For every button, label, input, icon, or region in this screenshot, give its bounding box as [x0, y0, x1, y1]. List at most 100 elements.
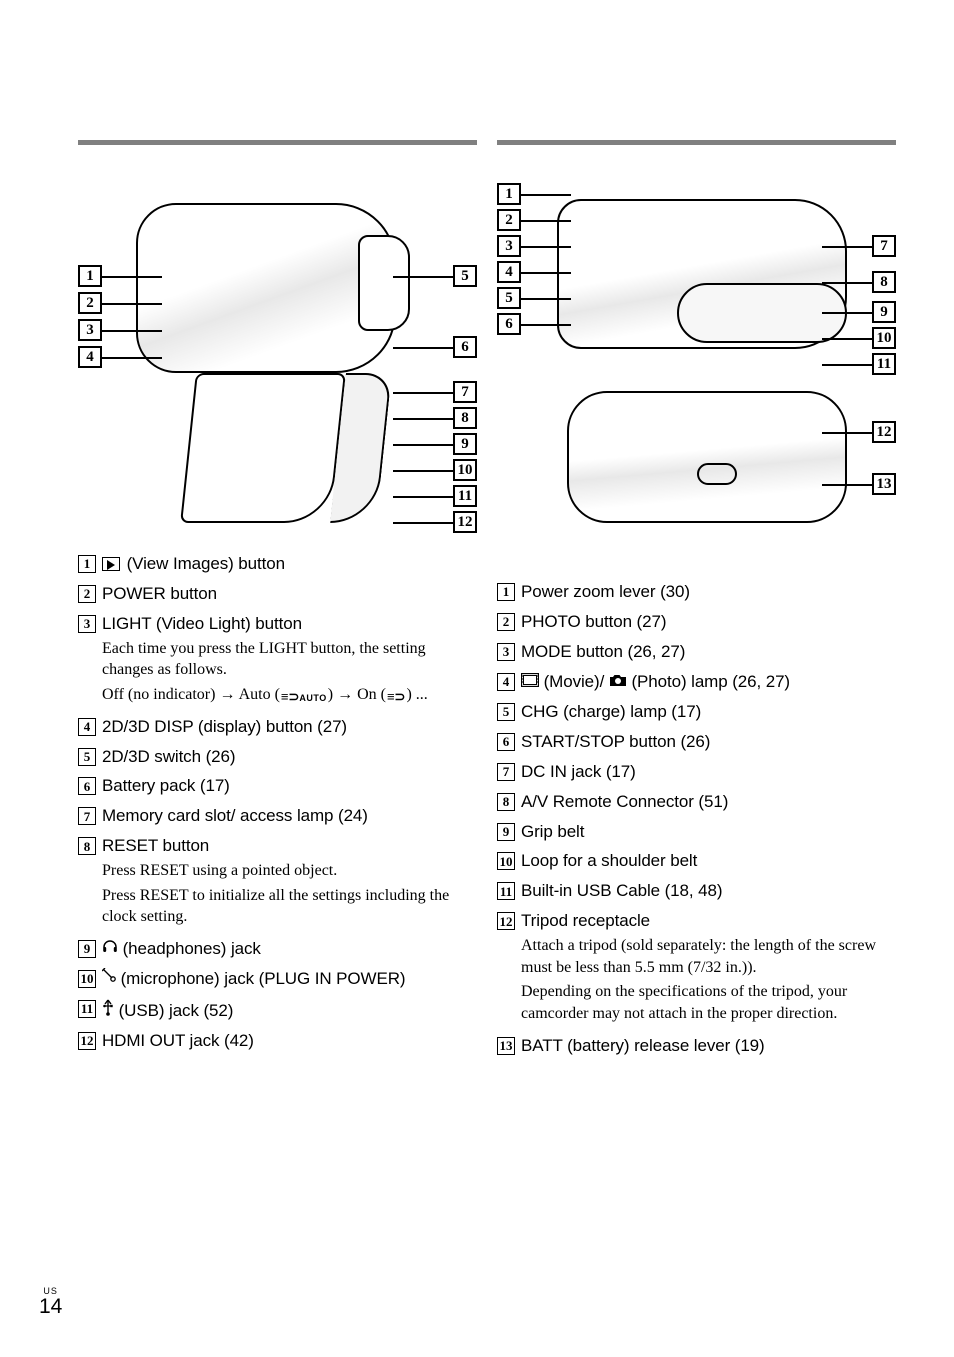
callout-item-5: 52D/3D switch (26) [78, 746, 477, 769]
usb-icon [102, 998, 114, 1016]
diagram-callout-7: 7 [453, 381, 477, 403]
callout-title: START/STOP button (26) [521, 731, 896, 754]
callout-title: A/V Remote Connector (51) [521, 791, 896, 814]
headphones-icon [102, 938, 118, 954]
diagram-callout-7: 7 [872, 235, 896, 257]
diagram-callout-12: 12 [872, 421, 896, 443]
callout-item-5: 5 CHG (charge) lamp (17) [497, 701, 896, 724]
callout-title: (headphones) jack [102, 938, 477, 961]
callout-number: 7 [78, 807, 96, 825]
diagram-callout-5: 5 [497, 287, 521, 309]
diagram-callout-5: 5 [453, 265, 477, 287]
callout-item-11: 11 Built-in USB Cable (18, 48) [497, 880, 896, 903]
diagram-callout-1: 1 [497, 183, 521, 205]
diagram-callout-9: 9 [872, 301, 896, 323]
callout-number: 11 [497, 882, 515, 900]
callout-item-10: 10 (microphone) jack (PLUG IN POWER) [78, 968, 477, 991]
callout-number: 10 [78, 970, 96, 988]
callout-number: 8 [497, 793, 515, 811]
callout-title: BATT (battery) release lever (19) [521, 1035, 896, 1058]
callout-item-6: 6 START/STOP button (26) [497, 731, 896, 754]
callout-number: 9 [497, 823, 515, 841]
diagram-callout-10: 10 [872, 327, 896, 349]
callout-title: POWER button [102, 583, 477, 606]
camera-body-illustration [136, 203, 396, 373]
callout-item-8: 8 RESET buttonPress RESET using a pointed… [78, 835, 477, 931]
callout-title: RESET button [102, 835, 477, 858]
callout-detail: Press RESET using a pointed object.Press… [102, 860, 477, 928]
diagram-callout-10: 10 [453, 459, 477, 481]
callout-item-12: 12Tripod receptacleAttach a tripod (sold… [497, 910, 896, 1027]
callout-title: (View Images) button [102, 553, 477, 576]
callout-title: Grip belt [521, 821, 896, 844]
callout-number: 3 [497, 643, 515, 661]
camera-bottom-illustration [567, 391, 847, 523]
diagram-callout-4: 4 [497, 261, 521, 283]
diagram-callout-12: 12 [453, 511, 477, 533]
diagram-callout-1: 1 [78, 265, 102, 287]
diagram-callout-3: 3 [78, 319, 102, 341]
callout-number: 5 [497, 703, 515, 721]
callout-title: Memory card slot/ access lamp (24) [102, 805, 477, 828]
callout-title: LIGHT (Video Light) button [102, 613, 477, 636]
column-rule [497, 140, 896, 145]
callout-number: 8 [78, 837, 96, 855]
play-icon [102, 557, 120, 571]
callout-item-10: 10Loop for a shoulder belt [497, 850, 896, 873]
left-column: 123456789101112 1 (View Images) button2P… [78, 140, 477, 1065]
callout-number: 9 [78, 940, 96, 958]
callout-number: 7 [497, 763, 515, 781]
diagram-callout-11: 11 [872, 353, 896, 375]
callout-number: 11 [78, 1000, 96, 1018]
callout-title: (Movie)/ (Photo) lamp (26, 27) [521, 671, 896, 694]
diagram-callout-8: 8 [453, 407, 477, 429]
callout-title: HDMI OUT jack (42) [102, 1030, 477, 1053]
callout-number: 6 [78, 777, 96, 795]
callout-number: 10 [497, 852, 515, 870]
page-number: US 14 [39, 1286, 62, 1317]
callout-number: 1 [78, 555, 96, 573]
callout-title: Power zoom lever (30) [521, 581, 896, 604]
callout-item-4: 4 2D/3D DISP (display) button (27) [78, 716, 477, 739]
left-callout-list: 1 (View Images) button 2 POWER button 3 LIGH… [78, 553, 477, 1053]
movie-icon [521, 673, 539, 687]
callout-number: 4 [78, 718, 96, 736]
callout-title: Tripod receptacle [521, 910, 896, 933]
callout-item-8: 8 A/V Remote Connector (51) [497, 791, 896, 814]
microphone-icon [102, 968, 116, 984]
callout-number: 1 [497, 583, 515, 601]
callout-title: DC IN jack (17) [521, 761, 896, 784]
callout-title: (USB) jack (52) [102, 998, 477, 1023]
callout-detail: Each time you press the LIGHT button, th… [102, 638, 477, 706]
callout-item-13: 13BATT (battery) release lever (19) [497, 1035, 896, 1058]
callout-number: 2 [78, 585, 96, 603]
diagram-callout-13: 13 [872, 473, 896, 495]
callout-title: (microphone) jack (PLUG IN POWER) [102, 968, 477, 991]
callout-item-11: 11 (USB) jack (52) [78, 998, 477, 1023]
callout-title: Built-in USB Cable (18, 48) [521, 880, 896, 903]
diagram-callout-9: 9 [453, 433, 477, 455]
diagram-callout-2: 2 [78, 292, 102, 314]
callout-title: Battery pack (17) [102, 775, 477, 798]
column-rule [78, 140, 477, 145]
callout-title: CHG (charge) lamp (17) [521, 701, 896, 724]
callout-number: 3 [78, 615, 96, 633]
callout-item-6: 6 Battery pack (17) [78, 775, 477, 798]
callout-item-3: 3 LIGHT (Video Light) buttonEach time you… [78, 613, 477, 709]
photo-icon [609, 673, 627, 687]
right-column: 12345678910111213 1Power zoom lever (30)… [497, 140, 896, 1065]
camera-diagram-left: 123456789101112 [78, 173, 477, 533]
callout-item-2: 2 POWER button [78, 583, 477, 606]
callout-number: 6 [497, 733, 515, 751]
page-number-value: 14 [39, 1296, 62, 1317]
callout-item-4: 4 (Movie)/ (Photo) lamp (26, 27) [497, 671, 896, 694]
callout-item-12: 12 HDMI OUT jack (42) [78, 1030, 477, 1053]
callout-item-1: 1 Power zoom lever (30) [497, 581, 896, 604]
callout-detail: Attach a tripod (sold separately: the le… [521, 935, 896, 1024]
diagram-callout-6: 6 [497, 313, 521, 335]
callout-title: 2D/3D DISP (display) button (27) [102, 716, 477, 739]
diagram-callout-6: 6 [453, 336, 477, 358]
callout-item-7: 7 DC IN jack (17) [497, 761, 896, 784]
callout-item-3: 3MODE button (26, 27) [497, 641, 896, 664]
callout-number: 12 [78, 1032, 96, 1050]
